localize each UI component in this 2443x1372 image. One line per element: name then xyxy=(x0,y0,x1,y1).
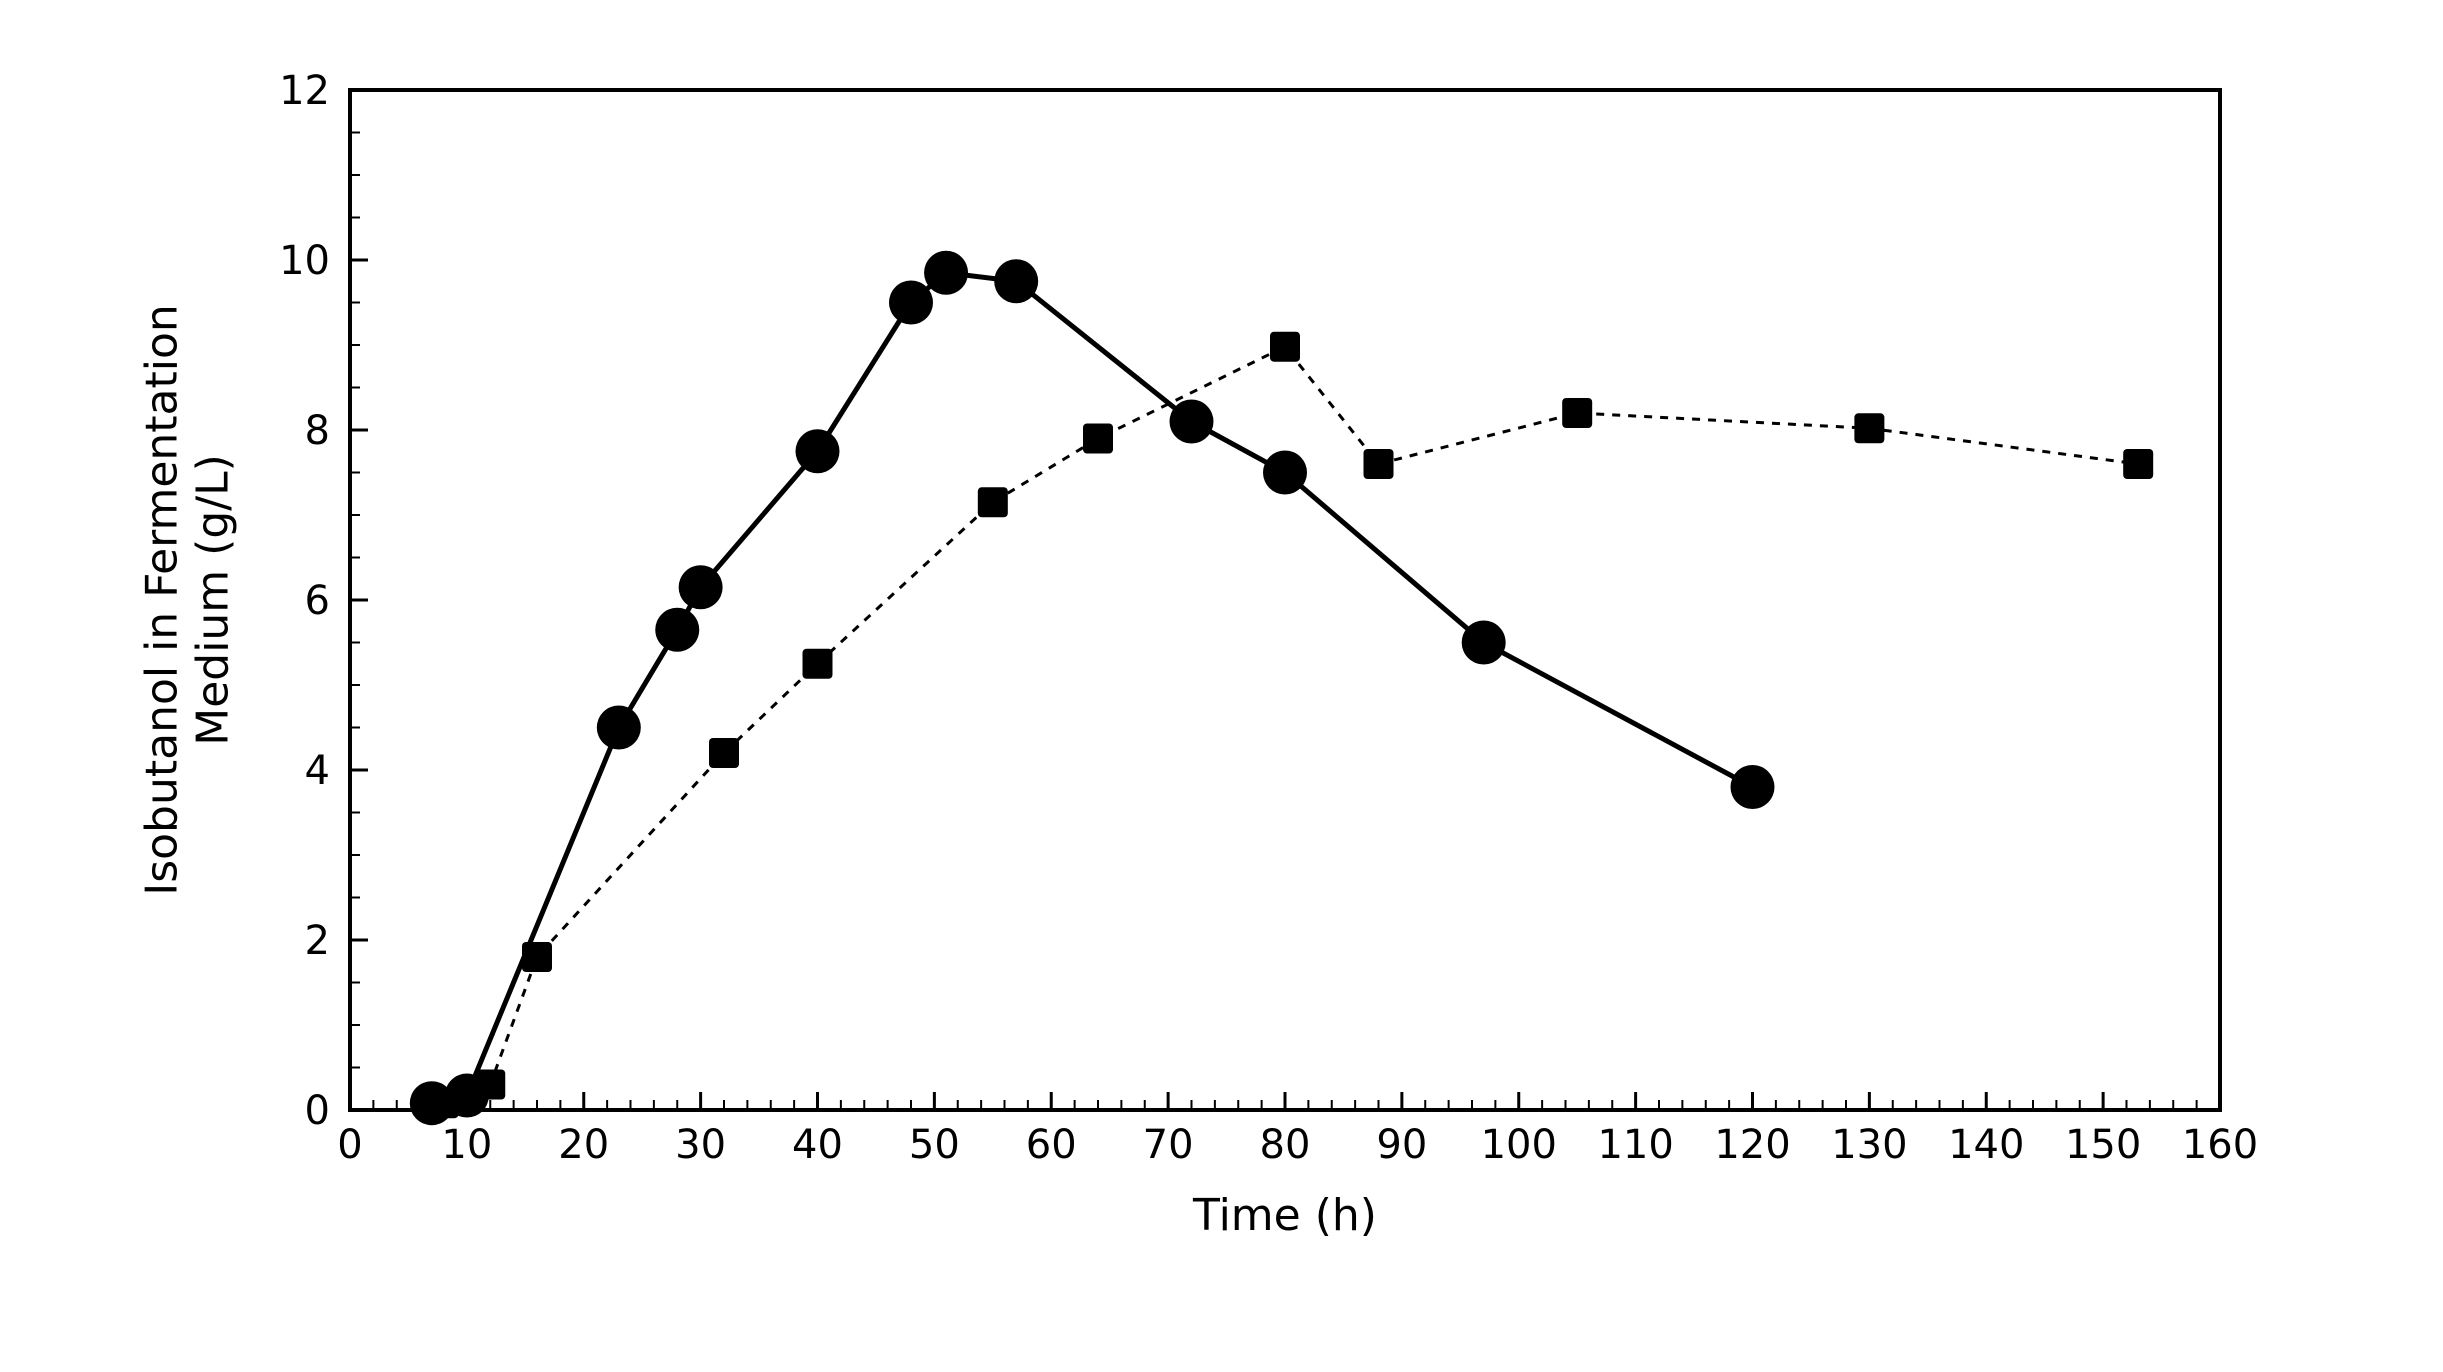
x-tick-label: 110 xyxy=(1597,1122,1673,1168)
chart-svg: 0102030405060708090100110120130140150160… xyxy=(0,0,2443,1372)
series-squares-marker xyxy=(475,1070,505,1100)
series-circles-marker xyxy=(796,429,840,473)
series-squares-marker xyxy=(803,649,833,679)
y-tick-label: 10 xyxy=(279,238,330,284)
x-tick-label: 100 xyxy=(1481,1122,1557,1168)
x-tick-label: 60 xyxy=(1026,1122,1077,1168)
series-squares-marker xyxy=(1364,449,1394,479)
y-tick-label: 4 xyxy=(305,748,330,794)
series-circles-marker xyxy=(994,259,1038,303)
series-circles-marker xyxy=(924,251,968,295)
series-squares-marker xyxy=(1083,424,1113,454)
y-tick-label: 0 xyxy=(305,1088,330,1134)
series-squares-marker xyxy=(522,942,552,972)
x-tick-label: 70 xyxy=(1143,1122,1194,1168)
x-tick-label: 160 xyxy=(2182,1122,2258,1168)
svg-text:Isobutanol in Fermentation: Isobutanol in Fermentation xyxy=(137,304,188,896)
series-circles-marker xyxy=(1170,400,1214,444)
series-squares-marker xyxy=(1562,398,1592,428)
series-circles-marker xyxy=(679,565,723,609)
series-squares-marker xyxy=(429,1088,459,1118)
x-tick-label: 30 xyxy=(675,1122,726,1168)
x-tick-label: 120 xyxy=(1714,1122,1790,1168)
x-tick-label: 90 xyxy=(1376,1122,1427,1168)
x-tick-label: 20 xyxy=(558,1122,609,1168)
x-tick-label: 40 xyxy=(792,1122,843,1168)
x-tick-label: 130 xyxy=(1831,1122,1907,1168)
chart-container: 0102030405060708090100110120130140150160… xyxy=(0,0,2443,1372)
series-squares-marker xyxy=(1854,413,1884,443)
x-tick-label: 150 xyxy=(2065,1122,2141,1168)
series-circles-marker xyxy=(1263,451,1307,495)
series-circles-marker xyxy=(597,706,641,750)
series-circles-marker xyxy=(655,608,699,652)
y-tick-label: 8 xyxy=(305,408,330,454)
x-axis-label: Time (h) xyxy=(1192,1190,1377,1241)
series-squares-marker xyxy=(978,487,1008,517)
y-tick-label: 2 xyxy=(305,918,330,964)
series-circles-marker xyxy=(889,281,933,325)
x-tick-label: 80 xyxy=(1260,1122,1311,1168)
series-squares-marker xyxy=(1270,332,1300,362)
x-tick-label: 10 xyxy=(441,1122,492,1168)
svg-text:Medium (g/L): Medium (g/L) xyxy=(187,454,238,746)
x-tick-label: 140 xyxy=(1948,1122,2024,1168)
series-squares-marker xyxy=(709,738,739,768)
series-squares-marker xyxy=(2123,449,2153,479)
x-tick-label: 0 xyxy=(337,1122,362,1168)
y-tick-label: 12 xyxy=(279,68,330,114)
series-circles-marker xyxy=(1462,621,1506,665)
x-tick-label: 50 xyxy=(909,1122,960,1168)
y-tick-label: 6 xyxy=(305,578,330,624)
series-circles-marker xyxy=(1731,765,1775,809)
